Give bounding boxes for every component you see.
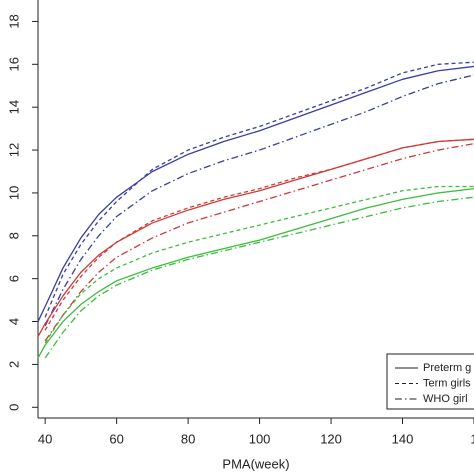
x-tick-label: 40 bbox=[38, 431, 52, 446]
y-tick-label: 6 bbox=[6, 275, 21, 282]
y-tick-label: 2 bbox=[6, 361, 21, 368]
legend: Preterm g Term girls WHO girl bbox=[386, 353, 474, 410]
series-line bbox=[44, 61, 474, 318]
series-line bbox=[44, 185, 474, 344]
legend-label: WHO girl bbox=[423, 393, 468, 405]
legend-box bbox=[386, 353, 474, 410]
series-line bbox=[37, 138, 474, 337]
series-line bbox=[44, 74, 474, 327]
series-line bbox=[37, 187, 474, 359]
y-tick-label: 10 bbox=[6, 186, 21, 200]
series-line bbox=[37, 65, 474, 322]
series-line bbox=[44, 138, 474, 331]
legend-label: Preterm g bbox=[423, 362, 471, 374]
y-tick-label: 4 bbox=[6, 318, 21, 325]
y-tick-label: 0 bbox=[6, 404, 21, 411]
y-tick-label: 12 bbox=[6, 143, 21, 157]
y-tick-label: 14 bbox=[6, 100, 21, 114]
x-tick-label: 60 bbox=[109, 431, 123, 446]
x-tick-label: 120 bbox=[320, 431, 342, 446]
x-tick-label: 140 bbox=[392, 431, 414, 446]
legend-label: Term girls bbox=[423, 377, 471, 389]
y-tick-label: 8 bbox=[6, 232, 21, 239]
x-tick-label: 80 bbox=[181, 431, 195, 446]
series-line bbox=[44, 196, 474, 359]
x-tick-label: 1 bbox=[470, 431, 474, 446]
y-tick-label: 16 bbox=[6, 57, 21, 71]
x-axis-label: PMA(week) bbox=[222, 456, 289, 471]
y-tick-label: 18 bbox=[6, 14, 21, 28]
x-tick-label: 100 bbox=[249, 431, 271, 446]
